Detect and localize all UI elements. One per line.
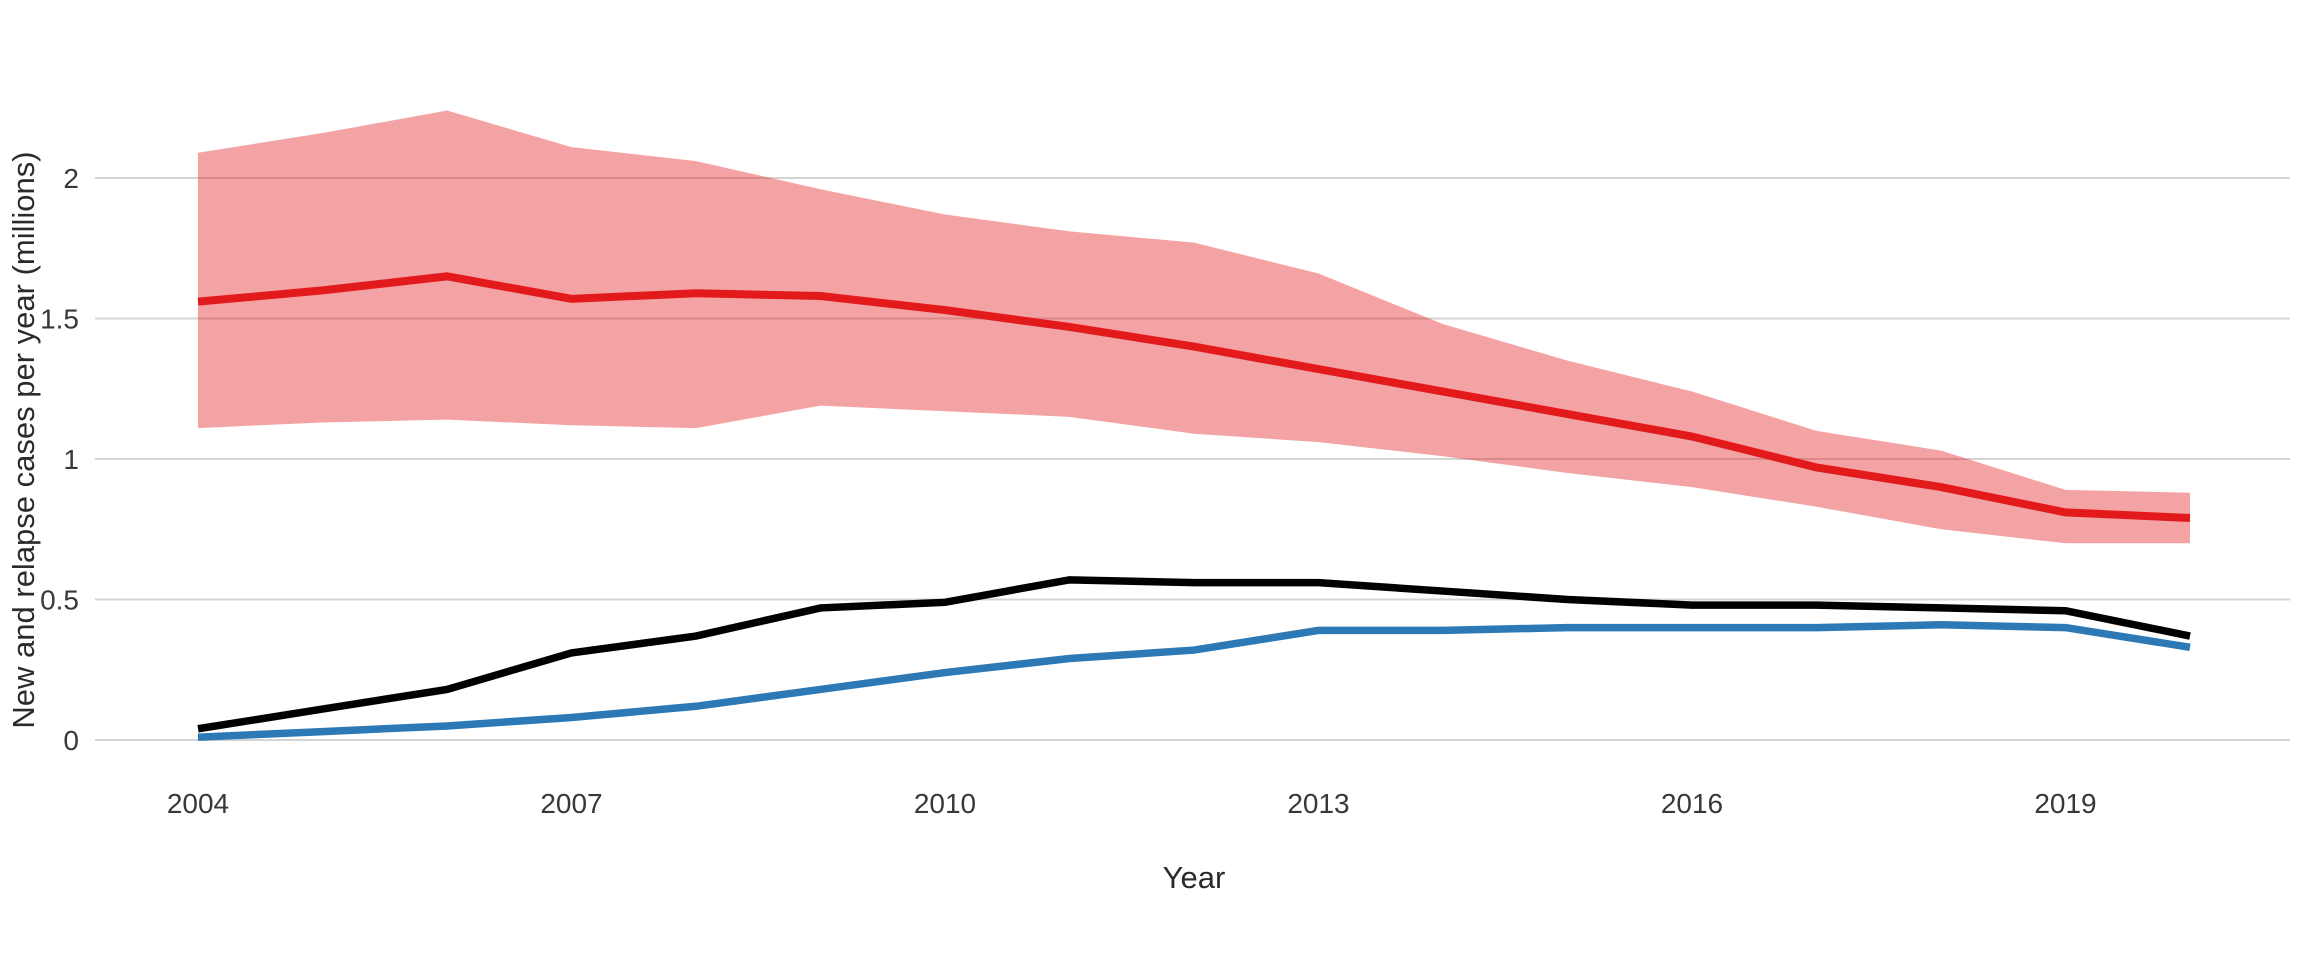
red-line-with-uncertainty-band	[197, 272, 2191, 523]
y-axis-title: New and relapse cases per year (millions…	[6, 151, 41, 728]
x-tick-label: 2004	[167, 788, 229, 819]
y-tick-label: 1	[63, 444, 79, 475]
axis-labels: 0 0.5 1 1.5 2 2004 2007 2010 2013 2016 2019	[40, 163, 2097, 819]
x-tick-label: 2007	[540, 788, 602, 819]
y-tick-label: 2	[63, 163, 79, 194]
series-layer	[197, 110, 2191, 741]
black-line	[197, 576, 2191, 733]
x-tick-label: 2016	[1661, 788, 1723, 819]
blue-line	[197, 621, 2191, 741]
x-tick-label: 2019	[2034, 788, 2096, 819]
x-tick-label: 2010	[914, 788, 976, 819]
x-tick-label: 2013	[1287, 788, 1349, 819]
y-tick-label: 0.5	[40, 585, 79, 616]
gridlines	[95, 177, 2290, 741]
x-axis-title: Year	[1163, 860, 1226, 895]
y-tick-label: 1.5	[40, 304, 79, 335]
y-tick-label: 0	[63, 725, 79, 756]
